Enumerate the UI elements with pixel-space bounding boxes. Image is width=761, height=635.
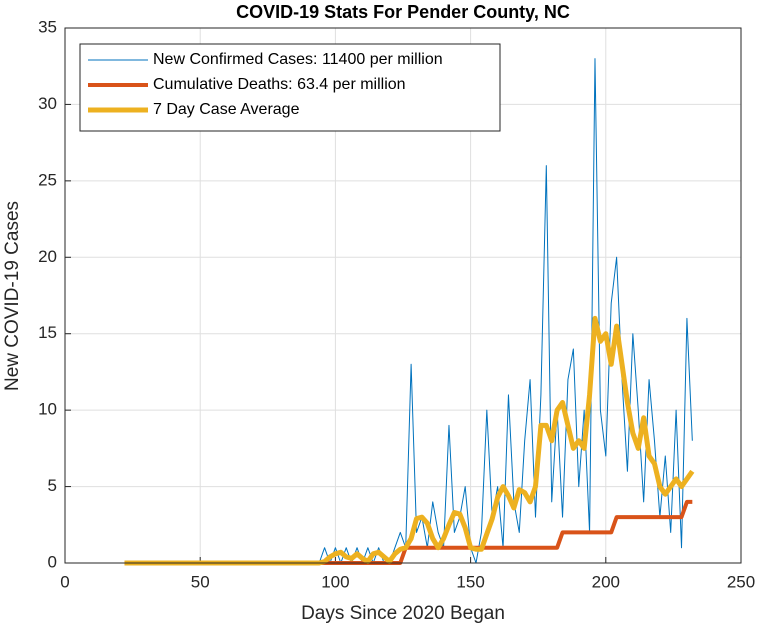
legend-box — [79, 43, 501, 132]
legend-label: 7 Day Case Average — [153, 101, 300, 118]
x-tick-label: 0 — [60, 572, 69, 591]
y-tick-label: 30 — [38, 94, 57, 113]
x-tick-label: 150 — [456, 572, 484, 591]
legend-label: Cumulative Deaths: 63.4 per million — [153, 76, 406, 93]
x-tick-label: 50 — [191, 572, 210, 591]
y-tick-label: 15 — [38, 323, 57, 342]
axes-box — [64, 27, 742, 564]
y-tick-label: 35 — [38, 17, 57, 36]
chart-title: COVID-19 Stats For Pender County, NC — [236, 2, 570, 22]
x-tick-label: 250 — [727, 572, 755, 591]
y-tick-label: 20 — [38, 247, 57, 266]
legend-label: New Confirmed Cases: 11400 per million — [153, 51, 443, 68]
x-tick-label: 100 — [321, 572, 349, 591]
y-axis-label: New COVID-19 Cases — [2, 201, 23, 391]
x-tick-label: 200 — [592, 572, 620, 591]
y-tick-label: 25 — [38, 170, 57, 189]
y-tick-label: 10 — [38, 400, 57, 419]
y-tick-label: 0 — [48, 552, 57, 571]
y-tick-label: 5 — [48, 476, 57, 495]
x-axis-label: Days Since 2020 Began — [301, 603, 505, 624]
